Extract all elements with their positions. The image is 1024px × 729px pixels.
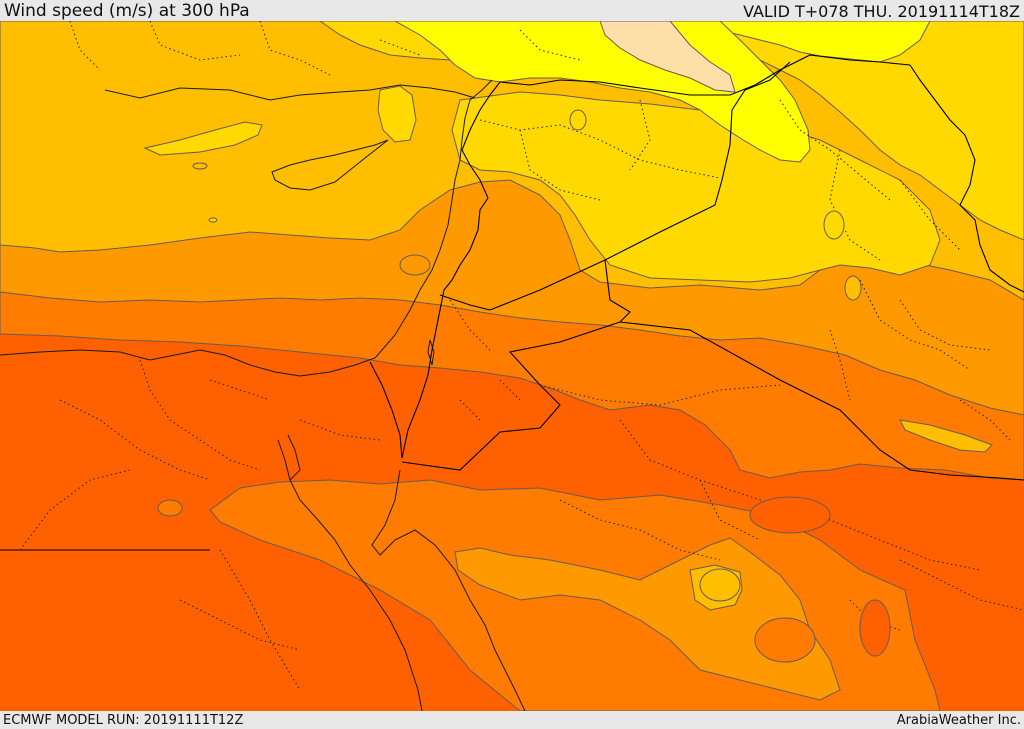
pocket-saudi-amber [699,568,741,602]
coastline-mediterranean [0,79,493,377]
pocket-feature [157,499,183,517]
band-light-orange [319,21,1024,241]
coastline-cyprus [271,139,389,191]
pocket-saudi [754,617,816,663]
band-lightest [599,21,736,93]
footer-bar: ECMWF MODEL RUN: 20191111T12Z ArabiaWeat… [0,711,1024,729]
map-title: Wind speed (m/s) at 300 hPa [4,1,250,21]
provincial-lines-turkey [69,21,581,76]
band-orange-pocket-south [454,537,841,701]
border-israel-jordan [401,279,453,459]
lake-milh [844,275,862,301]
border-turkey-syria [461,54,911,199]
lake-tharthar [823,210,845,240]
lake-assad [569,109,587,131]
header-bar: Wind speed (m/s) at 300 hPa VALID T+078 … [0,0,1024,21]
provincial-lines-jordan [449,299,521,421]
band-light-orange-3 [377,85,417,143]
coastline-red-sea-west [289,479,423,711]
pocket-lebanon [399,254,431,276]
band-light-orange-4 [143,121,263,156]
border-lebanon-syria [451,197,489,281]
pocket-saudi-3 [749,496,831,534]
coastline-red-sea-east [371,469,526,711]
border-iraq-saudi [619,321,1024,481]
wind-speed-map [0,21,1024,711]
pocket-saudi-2 [859,599,891,657]
coastline-turkey [104,84,476,101]
band-yellow-main [393,21,811,163]
provincial-lines-east [899,299,1024,611]
model-run: ECMWF MODEL RUN: 20191111T12Z [3,713,244,728]
band-amber-pocket-2 [899,419,993,453]
coastline-gulf-of-suez [277,434,301,481]
credit-label: ArabiaWeather Inc. [896,713,1021,728]
border-syria-iraq [489,61,791,311]
valid-time: VALID T+078 THU. 20191114T18Z [743,2,1020,21]
border-jordan-saudi [401,259,631,471]
border-iran-iraq [909,64,1024,293]
lake-feature [192,162,208,170]
provincial-lines-egypt [19,359,381,691]
island-feature [208,217,218,223]
border-syria-jordan [439,294,491,311]
provincial-lines-syria [479,99,721,201]
border-sinai [369,361,403,459]
